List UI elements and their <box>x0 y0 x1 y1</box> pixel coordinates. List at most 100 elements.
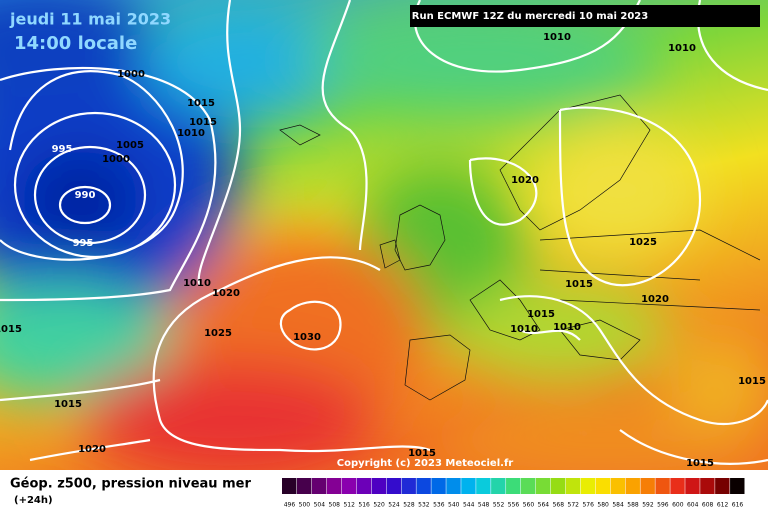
colorbar-label: 588 <box>627 502 639 509</box>
colorbar-label: 616 <box>732 502 744 509</box>
isobars <box>0 0 768 464</box>
colorbar-label: 592 <box>642 502 654 509</box>
isobar-label: 1020 <box>212 288 240 299</box>
isobar-label: 1015 <box>408 448 436 459</box>
colorbar-cell <box>640 478 655 494</box>
colorbar-label: 568 <box>553 502 565 509</box>
isobar-label: 1015 <box>565 279 593 290</box>
isobar-label: 1010 <box>177 128 205 139</box>
colorbar-cell <box>296 478 312 494</box>
isobar-label: 1015 <box>527 309 555 320</box>
colorbar-label: 580 <box>597 502 609 509</box>
colorbar-cell <box>550 478 566 494</box>
colorbar-label: 504 <box>314 502 326 509</box>
colorbar-cell <box>341 478 357 494</box>
colorbar-label: 604 <box>687 502 699 509</box>
isobar-label: 1015 <box>54 399 82 410</box>
colorbar-cell <box>356 478 372 494</box>
field-title: Géop. z500, pression niveau mer <box>10 477 251 492</box>
isobar-label: 1010 <box>543 32 571 43</box>
isobar-label: 1015 <box>686 458 714 469</box>
colorbar-cell <box>715 478 730 494</box>
colorbar-label: 584 <box>612 502 624 509</box>
isobar-label: 1010 <box>183 278 211 289</box>
colorbar-cell <box>431 478 446 494</box>
colorbar-cell <box>416 478 431 494</box>
colorbar-label: 560 <box>523 502 535 509</box>
colorbar: 496 500 504 508 512 516 520 524 528 532 536 540 544 5… <box>282 478 745 509</box>
colorbar-cell <box>595 478 611 494</box>
isobar-label: 1000 <box>117 69 145 80</box>
colorbar-label: 612 <box>717 502 729 509</box>
coastlines <box>279 94 761 401</box>
isobar-label: 1015 <box>189 117 217 128</box>
isobar-label: 1025 <box>204 328 232 339</box>
colorbar-label: 500 <box>299 502 311 509</box>
isobar-label: 995 <box>52 144 73 155</box>
colorbar-label: 528 <box>403 502 415 509</box>
isobar-label: 1030 <box>293 332 321 343</box>
isobar-label: 1010 <box>553 322 581 333</box>
colorbar-cell <box>610 478 626 494</box>
colorbar-label: 520 <box>373 502 385 509</box>
colorbar-label: 576 <box>582 502 594 509</box>
isobar-label: 1020 <box>511 175 539 186</box>
colorbar-label: 556 <box>508 502 520 509</box>
colorbar-label: 600 <box>672 502 684 509</box>
colorbar-label: 596 <box>657 502 669 509</box>
field-blobs <box>0 0 768 480</box>
colorbar-cell <box>580 478 596 494</box>
isobar-label: 1015 <box>187 98 215 109</box>
colorbar-label: 608 <box>702 502 714 509</box>
colorbar-label: 508 <box>329 502 341 509</box>
run-banner <box>410 5 760 27</box>
isobar-label: 1025 <box>629 237 657 248</box>
colorbar-label: 564 <box>538 502 550 509</box>
colorbar-cell <box>625 478 640 494</box>
colorbar-cell <box>311 478 327 494</box>
colorbar-cell <box>282 478 297 494</box>
colorbar-cell <box>401 478 416 494</box>
colorbar-cell <box>565 478 581 494</box>
colorbar-cell <box>700 478 715 494</box>
colorbar-label: 532 <box>418 502 430 509</box>
isobar-label: 1005 <box>116 140 144 151</box>
run-info: Run ECMWF 12Z du mercredi 10 mai 2023 <box>412 11 648 22</box>
colorbar-label: 572 <box>568 502 580 509</box>
isobar-label: 1015 <box>738 376 766 387</box>
colorbar-label: 544 <box>463 502 475 509</box>
colorbar-cell <box>461 478 476 494</box>
colorbar-label: 548 <box>478 502 490 509</box>
colorbar-cell <box>386 478 401 494</box>
colorbar-cell <box>506 478 521 494</box>
colorbar-label: 496 <box>284 502 296 509</box>
isobar-label: 995 <box>73 238 94 249</box>
colorbar-cell <box>446 478 461 494</box>
forecast-date: jeudi 11 mai 2023 <box>9 10 171 29</box>
colorbar-label: 552 <box>493 502 505 509</box>
isobar-label: 1010 <box>510 324 538 335</box>
colorbar-cell <box>520 478 536 494</box>
isobar-label: 1020 <box>78 444 106 455</box>
isobar-label: 1010 <box>668 43 696 54</box>
colorbar-label: 516 <box>358 502 370 509</box>
colorbar-cell <box>730 478 745 494</box>
colorbar-label: 512 <box>343 502 355 509</box>
colorbar-label: 524 <box>388 502 400 509</box>
colorbar-cell <box>491 478 506 494</box>
forecast-step: (+24h) <box>14 495 53 506</box>
copyright: Copyright (c) 2023 Meteociel.fr <box>337 458 514 469</box>
isobar-label: 990 <box>75 190 96 201</box>
forecast-time: 14:00 locale <box>14 33 137 54</box>
colorbar-cell <box>535 478 551 494</box>
isobar-label: 1000 <box>102 154 130 165</box>
colorbar-cell <box>655 478 670 494</box>
colorbar-label: 536 <box>433 502 445 509</box>
colorbar-cell <box>685 478 700 494</box>
colorbar-cell <box>476 478 491 494</box>
isobar-label: 1015 <box>0 324 22 335</box>
colorbar-label: 540 <box>448 502 460 509</box>
